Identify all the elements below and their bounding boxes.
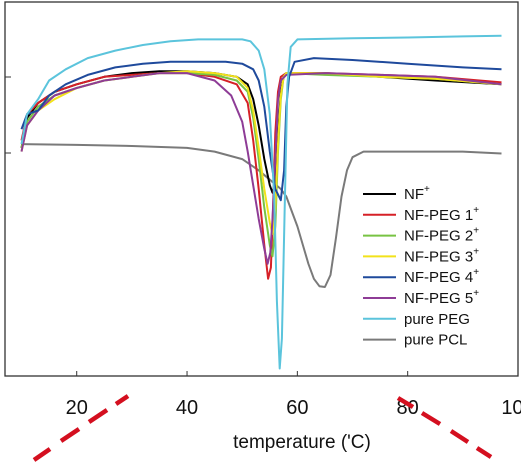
red-dash (59, 427, 81, 443)
red-dash (32, 447, 52, 462)
legend: NF+ NF-PEG 1+ NF-PEG 2+NF-PEG 3+ NF-PEG 4+ N… (363, 184, 479, 349)
red-dash (114, 394, 130, 406)
series-line-pure-pcl (21, 143, 502, 288)
series-line-nf-peg-4 (20, 57, 502, 202)
x-tick-label: 40 (176, 397, 198, 419)
series-layer (20, 34, 502, 370)
x-tick-label: 100 (501, 397, 521, 419)
legend-label: NF-PEG 2+ (404, 226, 479, 245)
legend-label: NF-PEG 4+ (404, 267, 479, 286)
series-line-nf-peg-5 (20, 72, 502, 265)
legend-label: NF-PEG 3+ (404, 246, 479, 265)
x-axis-title: temperature ('C) (233, 432, 371, 453)
decorative-dashes (32, 394, 493, 462)
red-dash (449, 429, 470, 444)
plot-frame-group (4, 1, 519, 377)
legend-label: pure PEG (404, 311, 470, 328)
plot-frame (4, 1, 519, 377)
x-tick-labels: 20406080100 (66, 371, 521, 419)
legend-label: NF-PEG 1+ (404, 205, 479, 224)
series-line-pure-peg (20, 34, 502, 370)
legend-label: NF-PEG 5+ (404, 288, 479, 307)
red-dash (475, 446, 493, 459)
legend-label: pure PCL (404, 332, 467, 349)
x-tick-label: 60 (286, 397, 308, 419)
red-dash (396, 396, 415, 409)
legend-label: NF+ (404, 184, 430, 203)
red-dash (87, 408, 109, 424)
red-dash (420, 411, 442, 426)
x-tick-label: 20 (66, 397, 88, 419)
